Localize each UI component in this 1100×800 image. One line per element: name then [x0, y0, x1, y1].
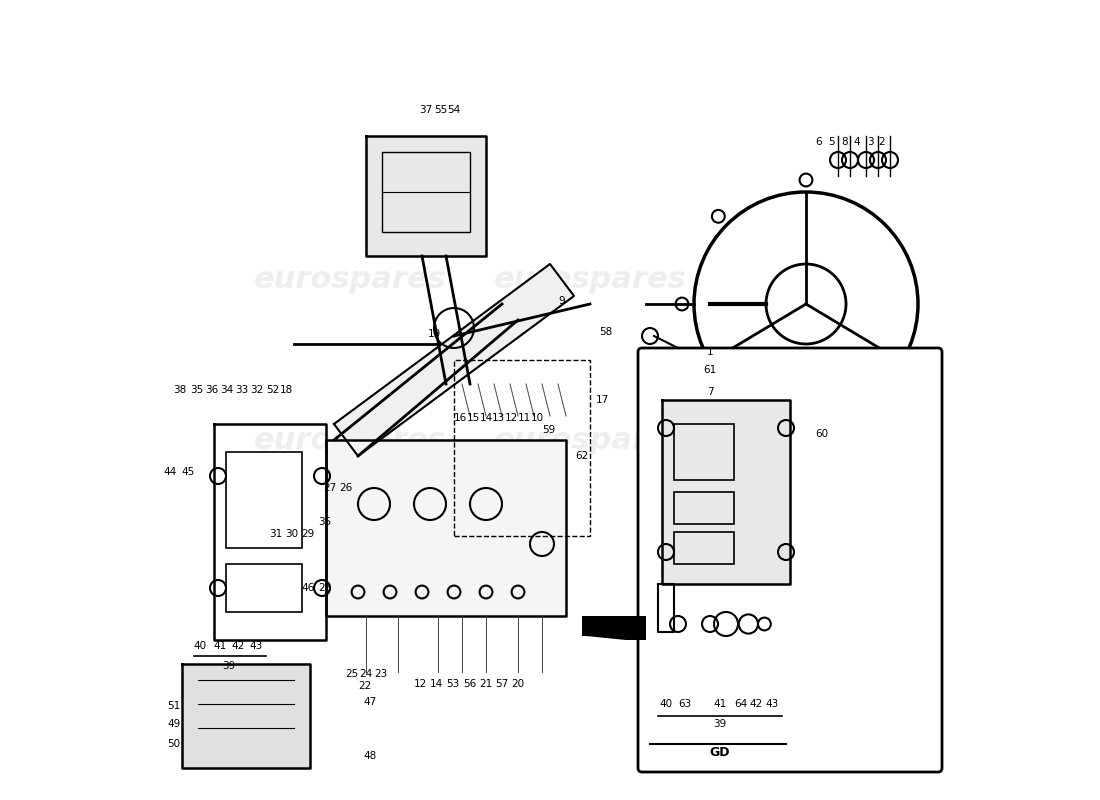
Text: 34: 34: [220, 386, 233, 395]
Text: 63: 63: [678, 699, 691, 709]
Text: 54: 54: [448, 106, 461, 115]
Text: 25: 25: [345, 670, 359, 679]
Text: eurospares: eurospares: [653, 426, 846, 454]
Text: 28: 28: [318, 583, 331, 593]
FancyBboxPatch shape: [638, 348, 942, 772]
Text: 50: 50: [167, 739, 180, 749]
Text: 42: 42: [231, 642, 244, 651]
Text: 1: 1: [706, 347, 713, 357]
Text: 27: 27: [323, 483, 337, 493]
Text: 51: 51: [167, 701, 180, 710]
Text: 45: 45: [182, 467, 195, 477]
Text: 18: 18: [279, 386, 293, 395]
Text: 13: 13: [492, 413, 505, 422]
Text: 3: 3: [867, 138, 873, 147]
Text: 42: 42: [750, 699, 763, 709]
Polygon shape: [366, 136, 486, 256]
Text: 20: 20: [512, 679, 525, 689]
Bar: [382, 152, 470, 232]
Text: 19: 19: [428, 330, 441, 339]
Bar: [674, 424, 734, 480]
Polygon shape: [326, 440, 566, 616]
Text: 62: 62: [575, 451, 589, 461]
Text: 14: 14: [480, 413, 493, 422]
Text: eurospares: eurospares: [254, 266, 447, 294]
Text: 32: 32: [251, 386, 264, 395]
Text: 6: 6: [815, 138, 822, 147]
Text: 60: 60: [815, 430, 828, 439]
Text: 2: 2: [878, 138, 884, 147]
Text: 39: 39: [713, 719, 726, 729]
Text: 29: 29: [301, 530, 315, 539]
Text: 11: 11: [518, 413, 531, 422]
Text: 40: 40: [659, 699, 672, 709]
Text: 38: 38: [173, 386, 186, 395]
Text: 59: 59: [542, 425, 556, 434]
Text: 64: 64: [734, 699, 747, 709]
Text: 8: 8: [842, 138, 848, 147]
Polygon shape: [582, 616, 646, 640]
Bar: [226, 564, 303, 612]
Text: 26: 26: [340, 483, 353, 493]
Text: 49: 49: [167, 719, 180, 729]
Text: GD: GD: [710, 746, 730, 758]
Text: 35: 35: [190, 386, 204, 395]
Text: 9: 9: [559, 296, 565, 306]
Text: 7: 7: [706, 387, 713, 397]
Text: 33: 33: [235, 386, 249, 395]
Text: 57: 57: [495, 679, 508, 689]
Text: 10: 10: [530, 413, 543, 422]
Bar: [226, 452, 303, 548]
Text: 61: 61: [703, 366, 716, 375]
Text: 39: 39: [222, 662, 235, 671]
Text: 52: 52: [266, 386, 279, 395]
Text: 47: 47: [363, 698, 376, 707]
Text: 15: 15: [466, 413, 480, 422]
Text: 16: 16: [454, 413, 467, 422]
Text: 43: 43: [766, 699, 779, 709]
Text: 22: 22: [358, 682, 371, 691]
Text: 5: 5: [828, 138, 835, 147]
Text: 37: 37: [419, 106, 432, 115]
Text: 30: 30: [285, 530, 298, 539]
Polygon shape: [662, 400, 790, 584]
Text: 48: 48: [363, 751, 376, 761]
Bar: [674, 492, 734, 524]
Text: 55: 55: [433, 106, 447, 115]
Text: 41: 41: [714, 699, 727, 709]
Text: 21: 21: [480, 679, 493, 689]
Text: 41: 41: [213, 642, 227, 651]
Text: 4: 4: [854, 138, 860, 147]
Text: 36: 36: [205, 386, 218, 395]
Text: 58: 58: [600, 327, 613, 337]
Text: 53: 53: [446, 679, 459, 689]
Text: eurospares: eurospares: [494, 266, 686, 294]
Text: eurospares: eurospares: [494, 426, 686, 454]
Text: 23: 23: [374, 670, 387, 679]
Text: 24: 24: [360, 670, 373, 679]
Text: 12: 12: [505, 413, 518, 422]
Polygon shape: [182, 664, 310, 768]
Bar: [674, 532, 734, 564]
Text: 12: 12: [414, 679, 427, 689]
Text: 40: 40: [194, 642, 207, 651]
Text: 43: 43: [250, 642, 263, 651]
Text: 31: 31: [270, 530, 283, 539]
Text: 56: 56: [463, 679, 476, 689]
Text: 35: 35: [318, 517, 331, 526]
Text: 44: 44: [164, 467, 177, 477]
Polygon shape: [334, 264, 574, 456]
Text: 46: 46: [301, 583, 315, 593]
Text: 14: 14: [430, 679, 443, 689]
Text: 17: 17: [595, 395, 608, 405]
Text: eurospares: eurospares: [254, 426, 447, 454]
